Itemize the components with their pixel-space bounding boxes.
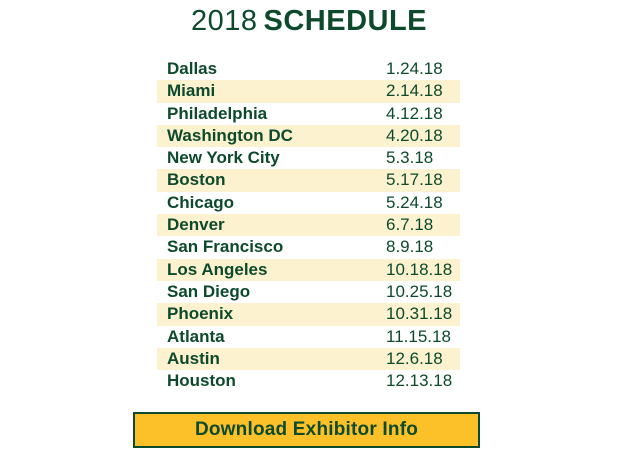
schedule-row: Los Angeles 10.18.18 [157,258,460,281]
city-name: San Francisco [167,237,284,257]
schedule-list: Dallas 1.24.18 Miami 2.14.18 Philadelphi… [157,58,460,392]
schedule-row: Miami 2.14.18 [157,80,460,103]
city-name: Dallas [167,59,218,78]
title-word: SCHEDULE [263,5,428,37]
event-date: 5.17.18 [386,170,443,190]
city-name: New York City [167,148,280,168]
schedule-row: San Francisco 8.9.18 [157,236,460,258]
schedule-row: Atlanta 11.15.18 [157,326,460,348]
title-year: 2018 [190,5,258,37]
event-date: 2.14.18 [386,81,443,101]
schedule-row: Boston 5.17.18 [157,169,460,192]
download-button-label: Download Exhibitor Info [194,419,419,440]
event-date: 10.31.18 [386,304,453,324]
event-date: 5.3.18 [386,148,434,168]
schedule-row: Houston 12.13.18 [157,370,460,392]
city-name: Washington DC [167,125,293,145]
city-name: Miami [167,81,216,101]
city-name: Houston [167,371,236,391]
schedule-row: Denver 6.7.18 [157,214,460,237]
schedule-row: Chicago 5.24.18 [157,192,460,214]
city-name: Chicago [167,192,235,212]
event-date: 1.24.18 [386,59,443,78]
event-date: 8.9.18 [386,237,434,257]
event-date: 4.12.18 [386,103,443,123]
city-name: Denver [167,215,225,235]
city-name: Philadelphia [167,103,268,123]
event-date: 6.7.18 [386,215,434,235]
schedule-row: Phoenix 10.31.18 [157,303,460,326]
event-date: 12.6.18 [386,348,443,368]
city-name: Los Angeles [167,259,268,279]
event-date: 4.20.18 [386,125,443,145]
event-date: 12.13.18 [386,371,453,391]
schedule-row: Dallas 1.24.18 [157,58,460,80]
event-date: 11.15.18 [386,326,451,346]
event-date: 5.24.18 [386,192,443,212]
schedule-row: Washington DC 4.20.18 [157,124,460,148]
schedule-row: Austin 12.6.18 [157,347,460,371]
city-name: Phoenix [167,304,234,324]
event-date: 10.18.18 [386,259,453,279]
city-name: Atlanta [167,326,225,346]
city-name: Austin [167,348,220,368]
schedule-row: San Diego 10.25.18 [157,281,460,303]
city-name: San Diego [167,281,251,301]
page-title: 2018 SCHEDULE [0,3,618,39]
event-date: 10.25.18 [386,281,453,301]
download-exhibitor-info-button[interactable]: Download Exhibitor Info [133,412,480,448]
schedule-row: New York City 5.3.18 [157,147,460,169]
city-name: Boston [167,170,226,190]
schedule-row: Philadelphia 4.12.18 [157,103,460,125]
